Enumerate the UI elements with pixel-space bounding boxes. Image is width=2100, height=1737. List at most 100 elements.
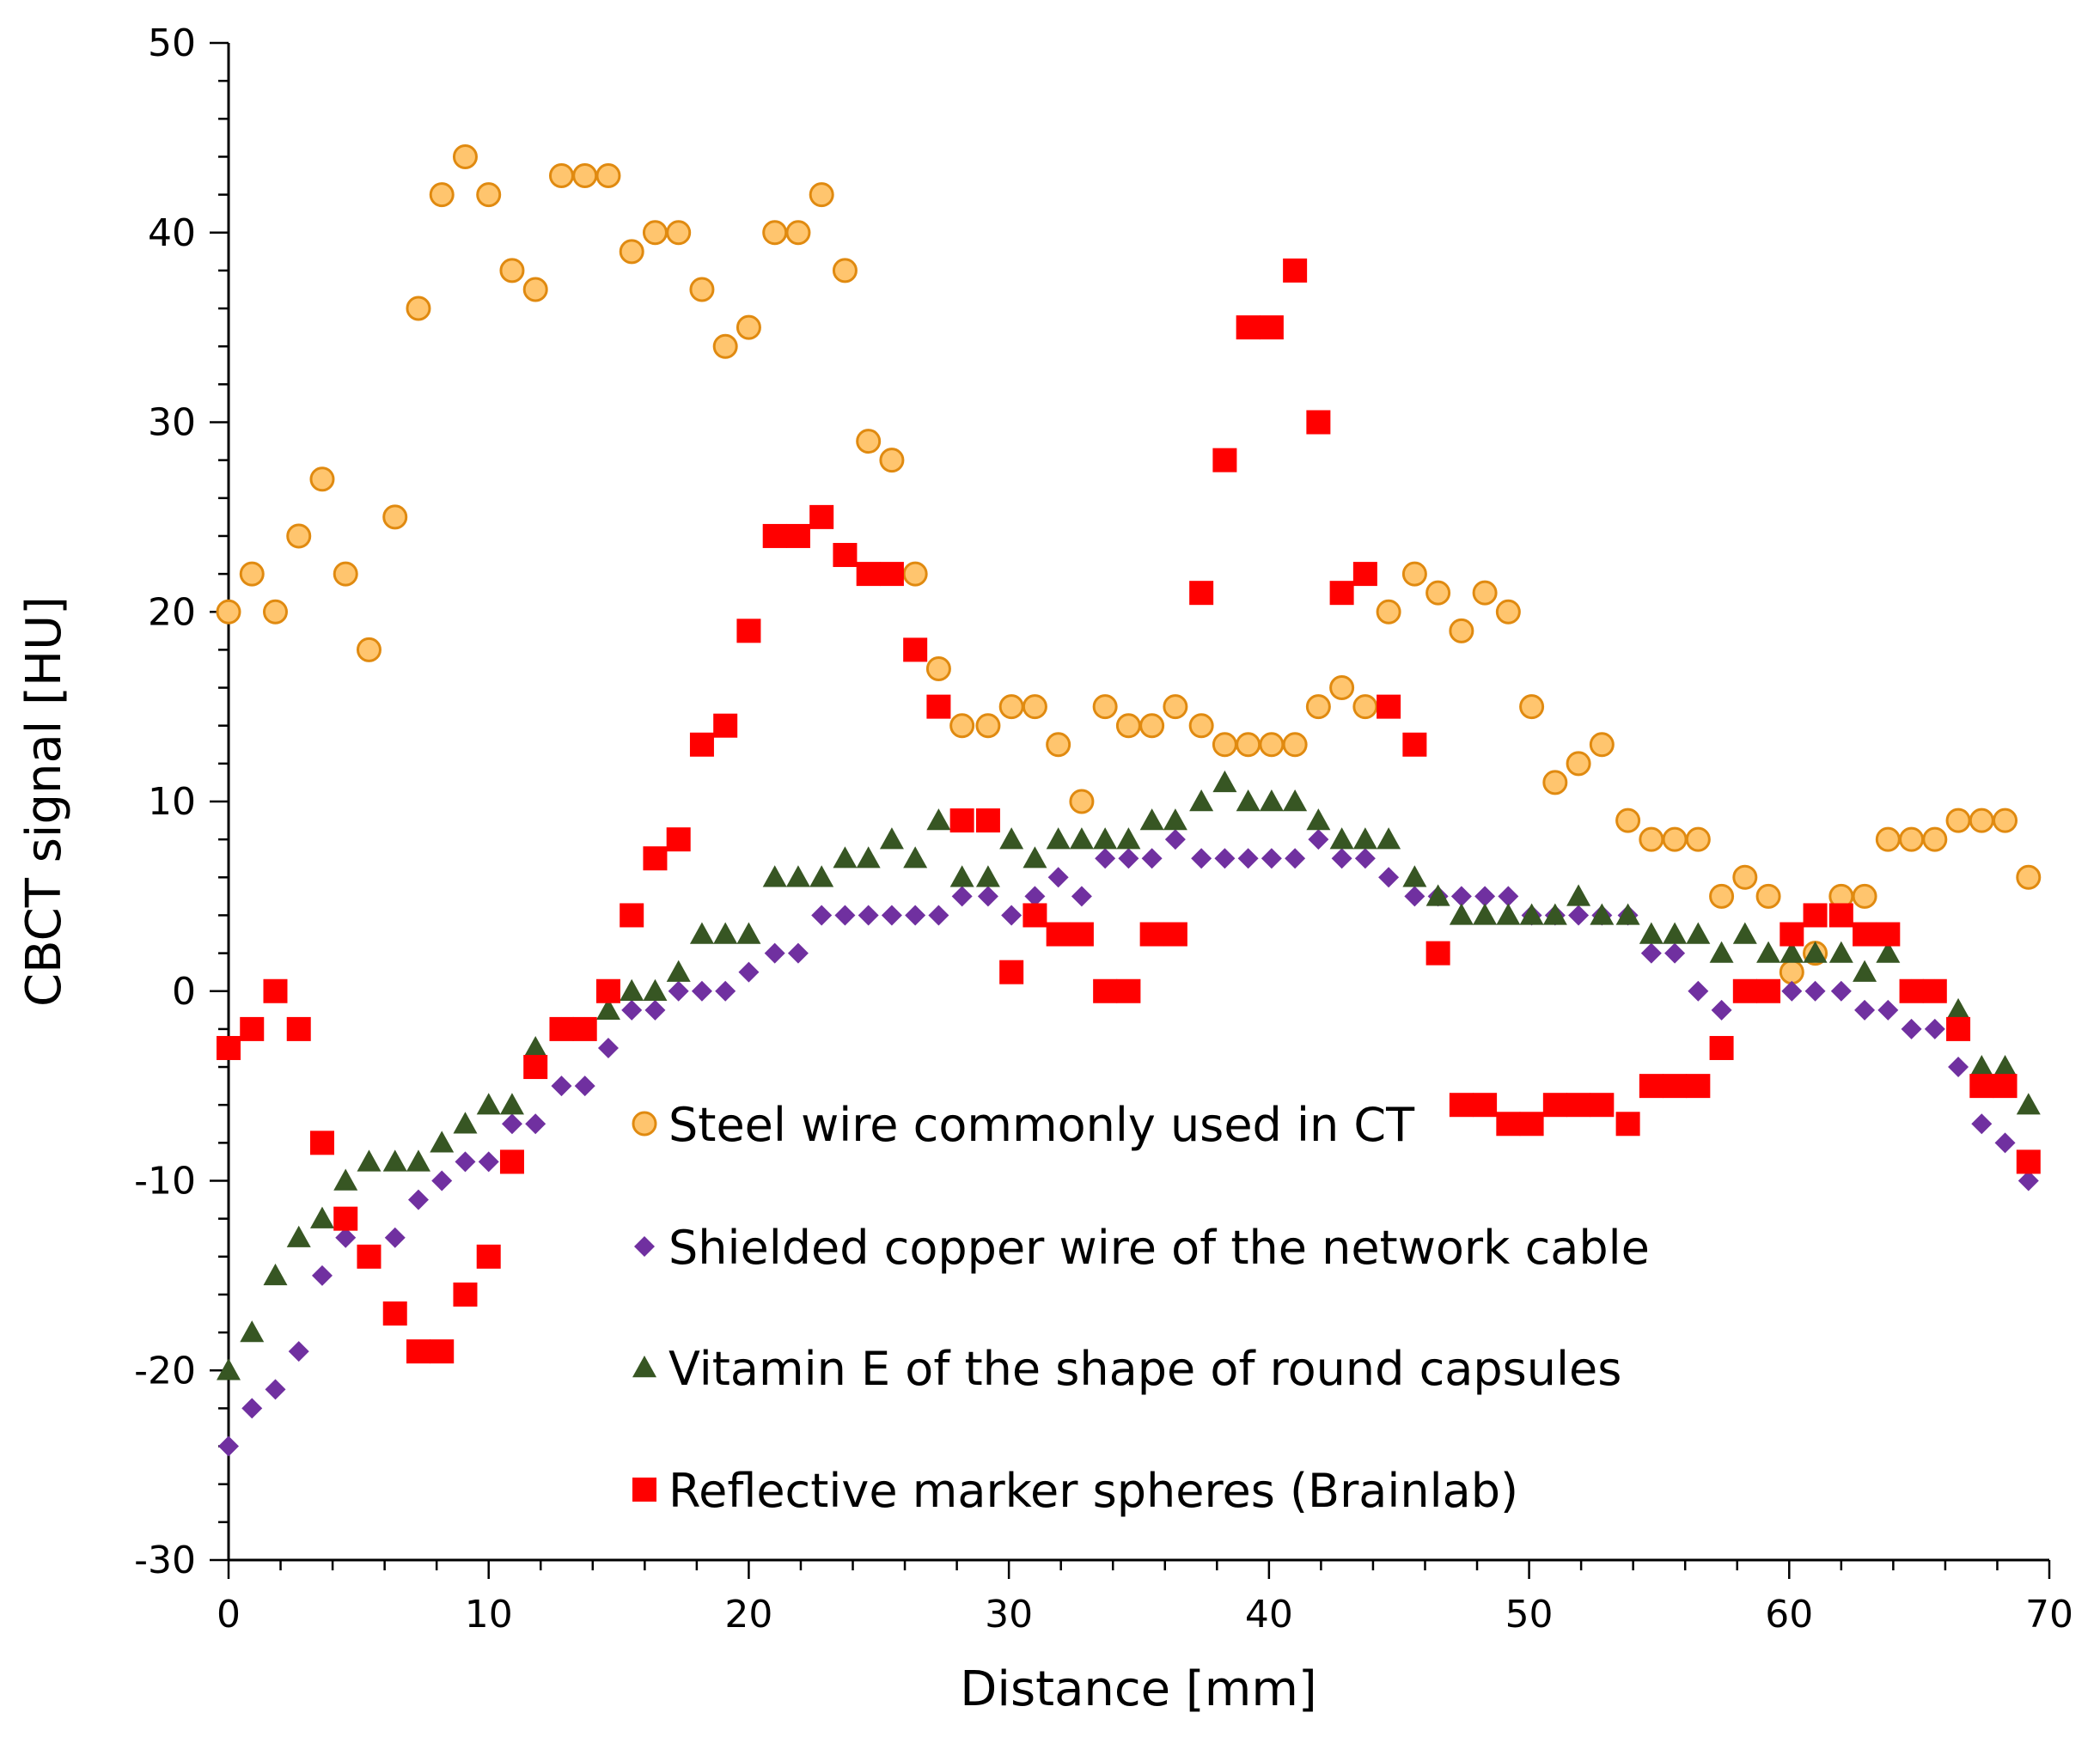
data-point [879,827,904,850]
data-point [1236,789,1261,812]
data-point [384,1227,406,1248]
data-point [2016,864,2042,890]
data-point [832,258,858,283]
legend-item: Reflective marker spheres (Brainlab) [632,1464,1518,1518]
data-point [333,561,358,587]
data-point [621,999,643,1021]
data-point [620,978,644,1001]
data-point [1519,903,1544,925]
data-point [642,220,668,246]
data-point [1803,941,1828,963]
data-point [833,543,858,568]
data-point [787,942,809,964]
data-point [1732,922,1757,944]
data-point [1685,826,1711,852]
data-point [1046,732,1071,758]
data-point [1828,941,1853,963]
data-point [879,562,904,587]
data-point [1259,789,1284,812]
data-point [1756,941,1781,963]
data-point [548,163,574,189]
data-point [1329,827,1354,850]
data-point [1212,448,1237,472]
data-point [523,1055,548,1080]
data-point [1139,922,1164,947]
x-tick-label: 60 [1765,1593,1813,1636]
data-point [572,163,598,189]
x-tick-label: 70 [2025,1593,2073,1636]
legend-label: Steel wire commonly used in CT [668,1098,1415,1152]
data-point [951,886,973,907]
data-point [1472,580,1498,606]
data-point [1566,884,1591,906]
data-point [1331,848,1352,869]
data-point [1495,599,1521,625]
data-point [1046,827,1071,850]
data-point [1519,1112,1544,1137]
data-point [311,1265,333,1286]
data-point [595,978,620,1003]
data-point [455,1151,476,1173]
data-point [286,1016,311,1041]
data-point [1402,865,1427,887]
data-point [858,905,879,926]
data-point [239,561,265,587]
data-point [1732,978,1757,1003]
data-point [333,1168,358,1191]
data-point [1828,903,1853,928]
data-point [1377,694,1401,719]
data-point [1283,258,1308,283]
data-point [949,808,974,833]
data-point [1116,978,1141,1003]
data-point [1664,942,1686,964]
data-point [499,258,525,283]
data-point [1306,410,1331,435]
data-point [1639,826,1664,852]
data-point [1116,827,1141,850]
data-point [1566,1093,1591,1118]
data-point [1023,846,1047,868]
data-point [1542,1093,1567,1118]
data-point [764,942,785,964]
data-point [1876,941,1901,963]
data-point [713,713,738,738]
y-tick-label: -10 [134,1160,196,1204]
data-point [691,980,712,1002]
data-point [1071,886,1092,907]
data-point [1496,903,1521,925]
data-point [903,637,928,662]
data-point [1212,732,1237,758]
data-point [1023,903,1047,928]
data-point [809,865,834,887]
data-point [1352,562,1377,587]
data-point [1449,1093,1474,1118]
data-point [217,1035,241,1060]
data-point [1450,886,1472,907]
data-point [1899,826,1925,852]
data-point [1352,827,1377,850]
data-point [1590,903,1615,925]
y-tick-label: -20 [134,1349,196,1393]
data-point [1709,883,1735,909]
data-point [668,980,689,1002]
data-point [1163,694,1188,720]
y-tick-label: 50 [148,21,196,65]
data-point [288,1341,309,1362]
y-axis-title: CBCT signal [HU] [16,596,72,1007]
data-point [1969,1055,1994,1077]
data-point [549,1016,574,1041]
data-point [762,865,787,887]
data-point [1425,884,1450,906]
data-point [478,1151,499,1173]
data-point [453,1282,478,1307]
data-point [1686,922,1711,944]
data-point [1945,808,1971,833]
legend: Steel wire commonly used in CT Shielded c… [632,1098,1650,1518]
data-point [1189,789,1214,812]
data-point [429,182,455,208]
data-point [1854,999,1876,1021]
data-point [1922,978,1947,1003]
data-point [1804,980,1826,1002]
legend-marker [632,1356,656,1378]
